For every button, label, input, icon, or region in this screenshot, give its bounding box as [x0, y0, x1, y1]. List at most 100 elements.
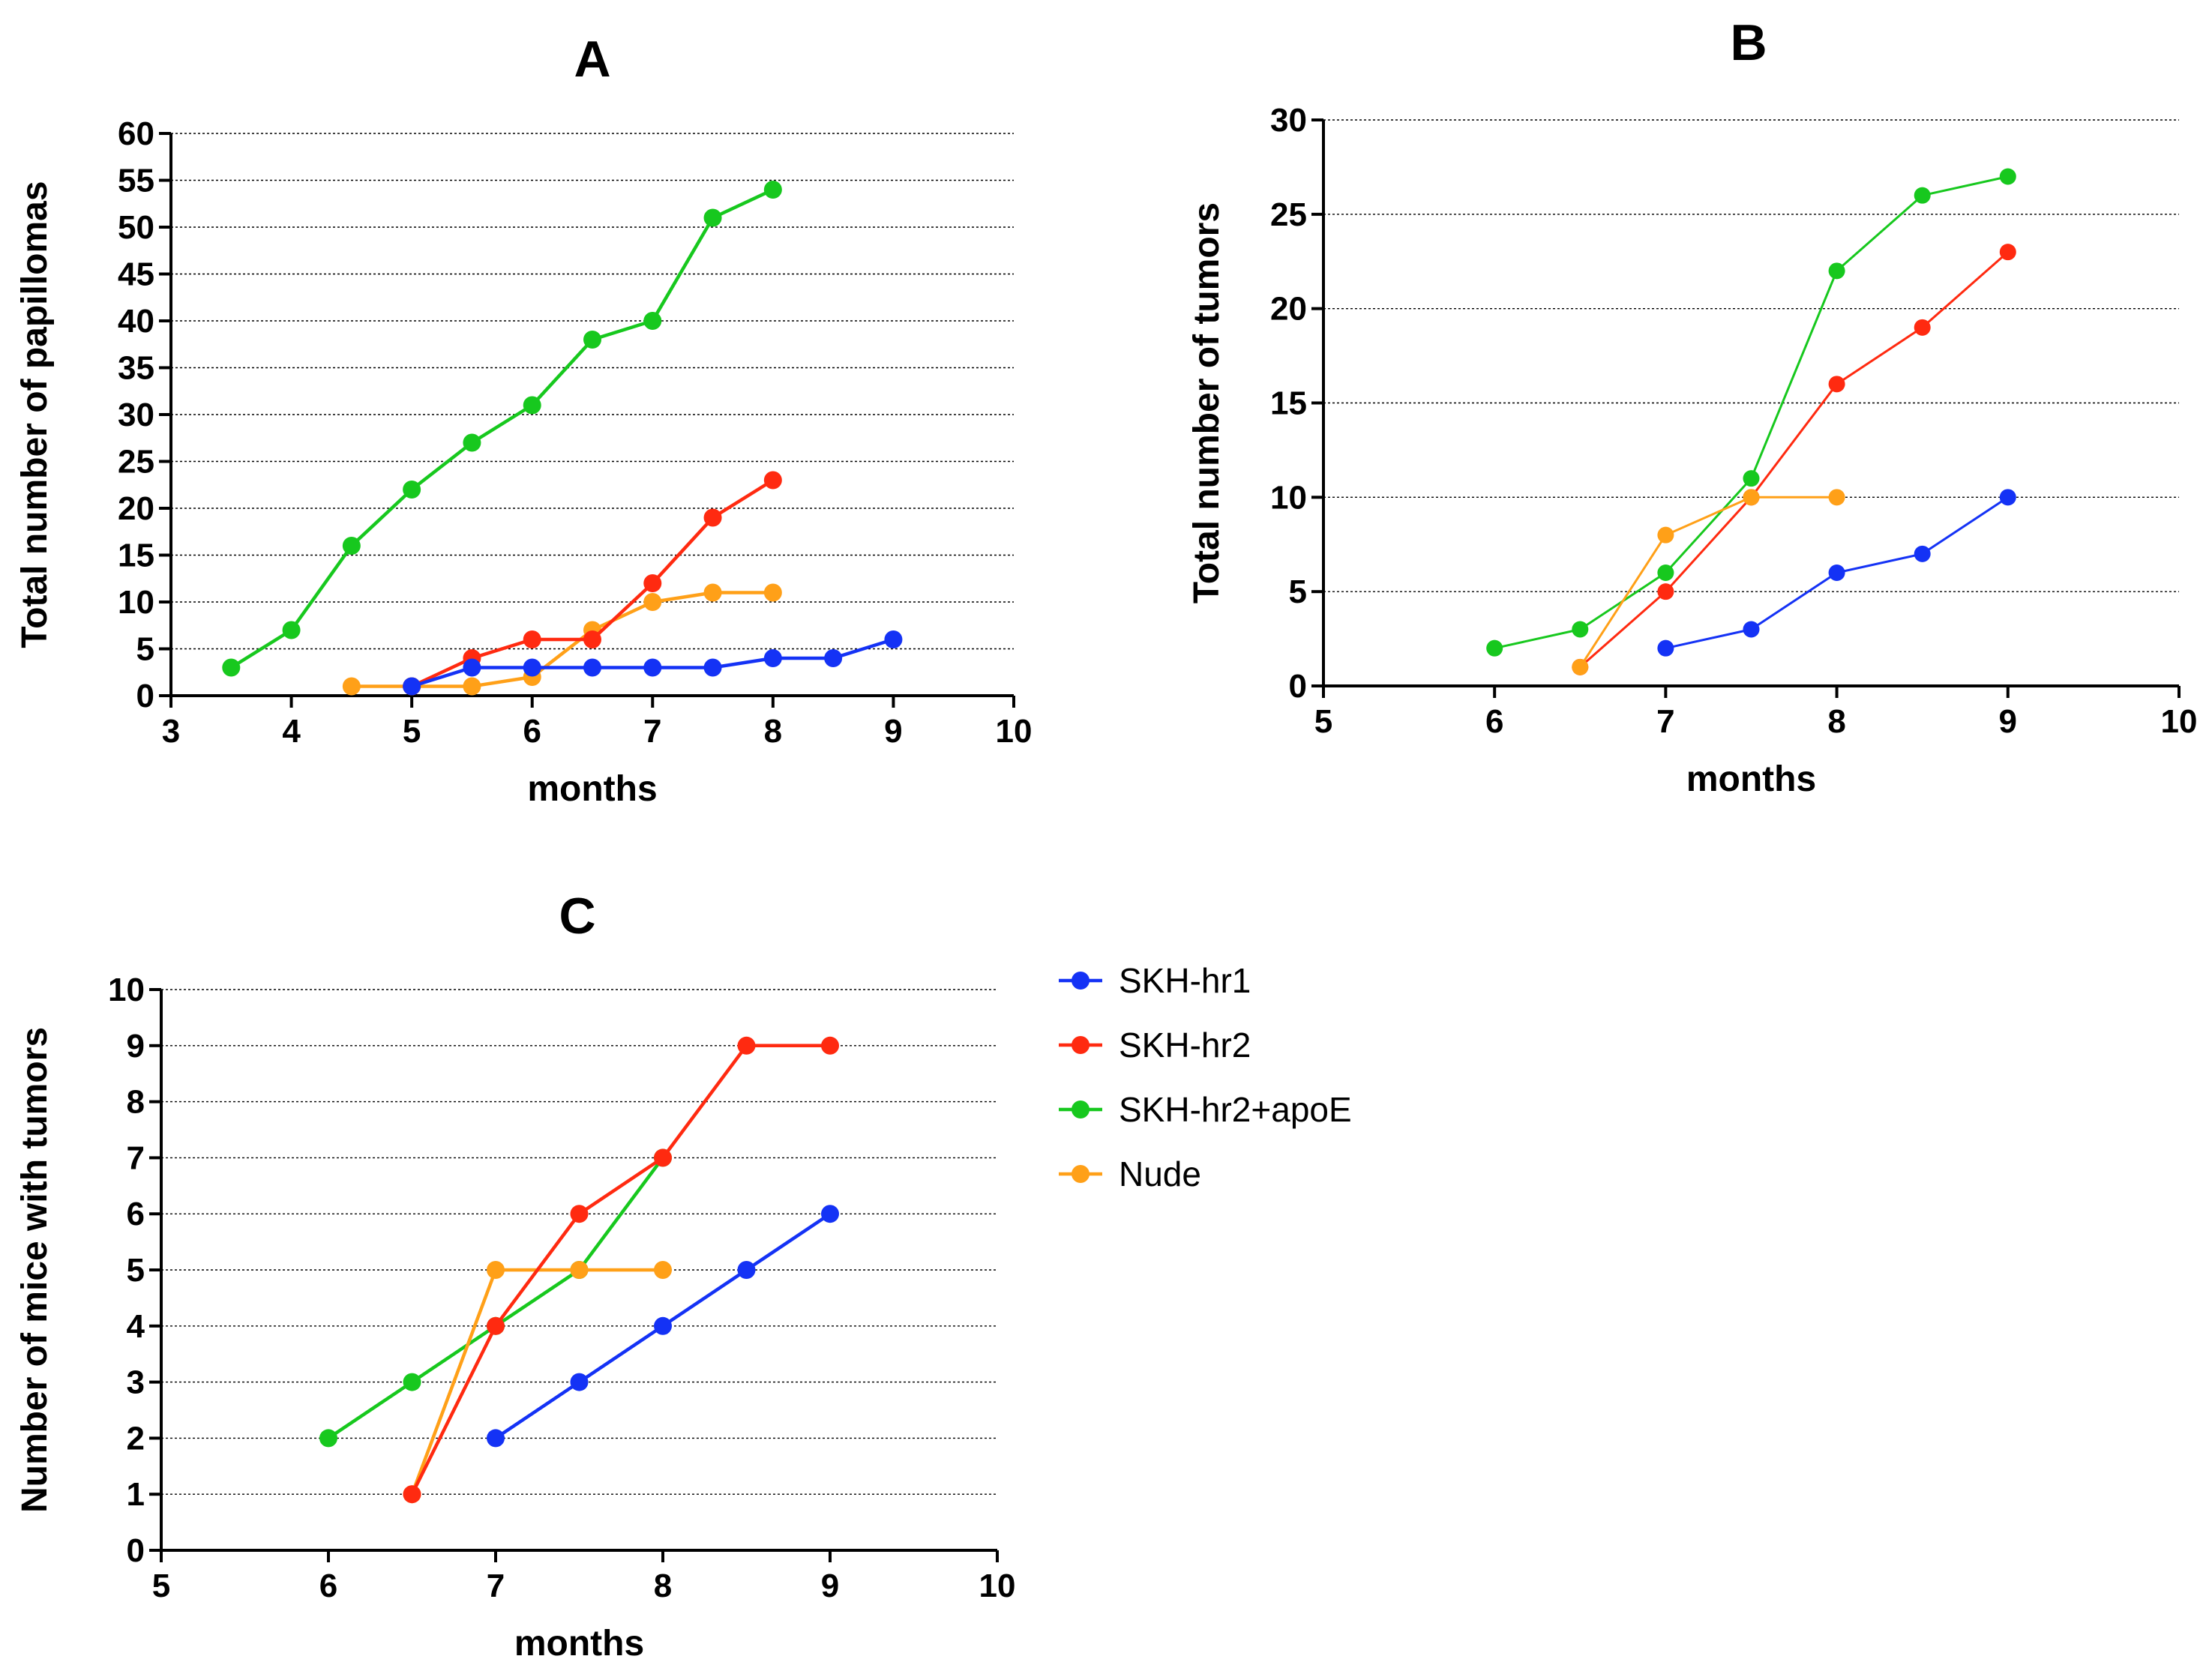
data-point — [1743, 621, 1760, 638]
data-point — [1572, 621, 1589, 638]
x-tick-label: 9 — [1999, 703, 2017, 740]
data-point — [884, 630, 903, 648]
data-point — [643, 312, 662, 330]
data-point — [487, 1429, 505, 1448]
y-tick-label: 20 — [1270, 291, 1307, 328]
data-point — [763, 649, 782, 667]
data-point — [523, 630, 541, 648]
x-tick-label: 8 — [654, 1568, 672, 1604]
y-tick-label: 2 — [127, 1420, 145, 1457]
x-tick-label: 7 — [487, 1568, 505, 1604]
y-tick-label: 0 — [127, 1532, 145, 1569]
x-axis-title: months — [514, 1624, 644, 1664]
data-point — [1914, 187, 1931, 204]
legend-label: SKH-hr1 — [1119, 961, 1251, 1000]
data-point — [703, 208, 722, 227]
x-tick-label: 9 — [821, 1568, 839, 1604]
data-point — [1486, 639, 1503, 657]
data-point — [1999, 489, 2016, 506]
legend-item: Nude — [1059, 1154, 1201, 1193]
data-point — [1914, 545, 1931, 562]
data-point — [342, 677, 361, 696]
panel-title: B — [1730, 14, 1767, 71]
data-point — [403, 1485, 421, 1504]
y-tick-label: 35 — [118, 350, 154, 387]
series-skh-hr1 — [487, 1205, 839, 1448]
x-axis-title: months — [527, 769, 657, 809]
y-tick-label: 25 — [118, 444, 154, 481]
data-point — [222, 658, 241, 677]
series-skh-hr2-apoe — [319, 1148, 672, 1448]
data-point — [1914, 319, 1931, 336]
x-tick-label: 3 — [162, 713, 180, 750]
data-point — [703, 658, 722, 677]
y-tick-label: 1 — [127, 1476, 145, 1513]
y-tick-label: 50 — [118, 209, 154, 246]
y-tick-label: 15 — [1270, 385, 1307, 422]
data-point — [1828, 489, 1845, 506]
x-tick-label: 4 — [282, 713, 301, 750]
y-tick-label: 5 — [127, 1252, 145, 1289]
y-tick-label: 4 — [127, 1308, 145, 1345]
y-tick-label: 15 — [118, 538, 154, 574]
data-point — [523, 658, 541, 677]
data-point — [570, 1373, 589, 1391]
x-tick-label: 6 — [319, 1568, 337, 1604]
legend-marker — [1072, 1036, 1090, 1054]
data-point — [703, 508, 722, 527]
series-nude — [1572, 489, 1845, 675]
data-point — [1828, 564, 1845, 581]
data-point — [583, 630, 601, 648]
data-point — [403, 1373, 421, 1391]
data-point — [463, 658, 481, 677]
y-tick-label: 10 — [108, 972, 145, 1008]
data-point — [1999, 244, 2016, 261]
data-point — [654, 1316, 672, 1335]
data-point — [1657, 583, 1674, 600]
y-tick-label: 3 — [127, 1364, 145, 1401]
data-point — [1999, 168, 2016, 185]
y-tick-label: 30 — [118, 397, 154, 433]
legend-label: Nude — [1119, 1154, 1201, 1193]
data-point — [1657, 526, 1674, 544]
data-point — [463, 677, 481, 696]
x-axis-title: months — [1686, 759, 1816, 799]
legend-label: SKH-hr2+apoE — [1119, 1090, 1352, 1129]
y-tick-label: 25 — [1270, 196, 1307, 233]
series-line — [1579, 251, 2009, 668]
x-tick-label: 10 — [979, 1568, 1016, 1604]
data-point — [487, 1261, 505, 1279]
x-tick-label: 10 — [996, 713, 1033, 750]
x-tick-label: 5 — [152, 1568, 170, 1604]
data-point — [703, 583, 722, 602]
data-point — [643, 658, 662, 677]
data-point — [403, 481, 421, 499]
y-axis-title: Total number of tumors — [1187, 202, 1227, 603]
series-line — [410, 1044, 830, 1496]
data-point — [763, 181, 782, 199]
legend-item: SKH-hr2+apoE — [1059, 1090, 1352, 1129]
data-point — [1572, 658, 1589, 675]
y-tick-label: 0 — [1289, 668, 1307, 705]
series-line — [230, 187, 774, 669]
legend-marker — [1072, 1165, 1090, 1183]
data-point — [1743, 489, 1760, 506]
data-point — [821, 1205, 839, 1223]
series-skh-hr2-apoe — [222, 181, 782, 677]
y-tick-label: 5 — [136, 631, 154, 668]
data-point — [523, 396, 541, 415]
y-tick-label: 7 — [127, 1139, 145, 1176]
x-tick-label: 7 — [643, 713, 661, 750]
y-tick-label: 30 — [1270, 102, 1307, 139]
y-tick-label: 20 — [118, 490, 154, 527]
data-point — [737, 1036, 756, 1055]
data-point — [1743, 470, 1760, 487]
x-tick-label: 5 — [403, 713, 421, 750]
data-point — [1828, 376, 1845, 393]
data-point — [463, 433, 481, 452]
series-skh-hr2-apoe — [1486, 168, 2016, 657]
data-point — [1657, 639, 1674, 657]
data-point — [319, 1429, 337, 1448]
data-point — [737, 1261, 756, 1279]
